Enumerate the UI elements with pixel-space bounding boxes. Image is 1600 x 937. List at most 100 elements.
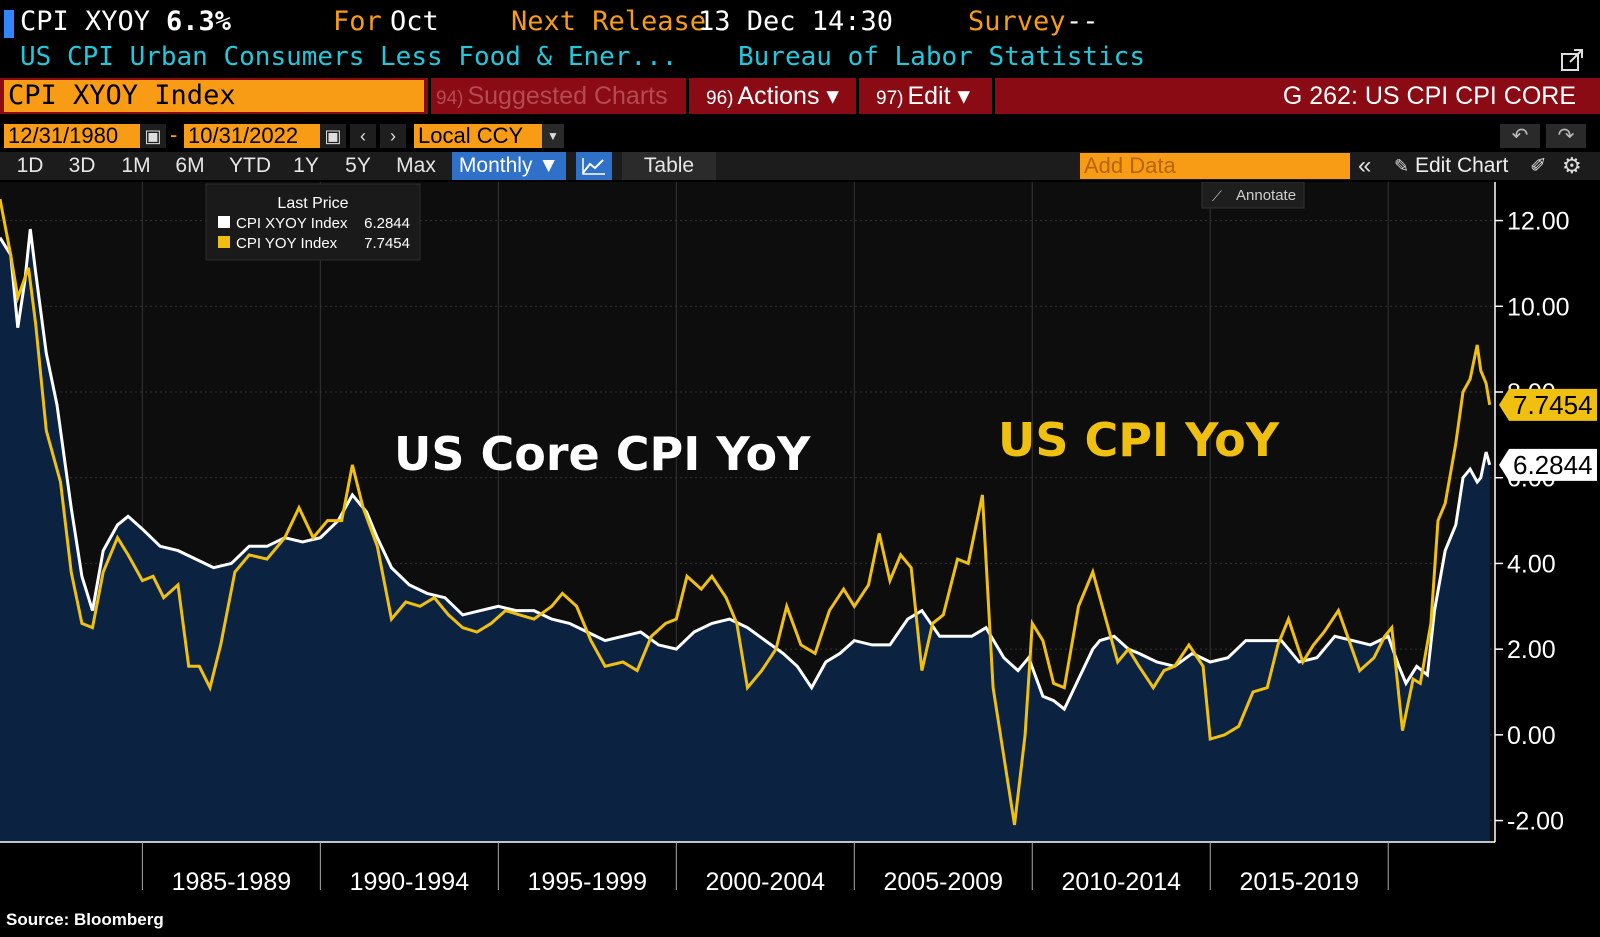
command-bar: CPI XYOY Index 94) Suggested Charts 96) Ac… (0, 78, 1600, 114)
previous-period-icon[interactable]: ‹ (350, 124, 376, 148)
x-tick-label: 1985-1989 (172, 868, 292, 896)
range-1y[interactable]: 1Y (293, 154, 319, 177)
suggested-charts-label: Suggested Charts (467, 82, 668, 110)
legend-label-cpi: CPI YOY Index (236, 235, 338, 252)
legend-swatch-core (218, 216, 230, 228)
y-tick-label: 4.00 (1507, 550, 1556, 578)
line-chart-type-button[interactable] (576, 152, 612, 180)
core-cpi-series-line[interactable] (0, 228, 1492, 712)
chart-title: G 262: US CPI CPI CORE (1282, 82, 1576, 110)
x-tick-label: 2010-2014 (1061, 868, 1181, 896)
security-input[interactable]: CPI XYOY Index (4, 80, 424, 112)
y-tick-label: 10.00 (1507, 293, 1570, 321)
next-release-value: 13 Dec 14:30 (698, 6, 894, 37)
y-tick-label: -2.00 (1507, 808, 1564, 836)
annotate-label: Annotate (1236, 187, 1296, 204)
legend-value-cpi: 7.7454 (364, 235, 410, 252)
currency-select[interactable]: Local CCY (414, 124, 564, 148)
annotate-button[interactable]: ⟋ Annotate (1201, 182, 1305, 209)
x-tick-label: 2015-2019 (1239, 868, 1359, 896)
currency-dropdown-icon[interactable]: ▼ (542, 124, 564, 148)
last-value: 6.3% (166, 6, 232, 37)
y-tick-label: 12.00 (1507, 208, 1570, 236)
redo-icon[interactable]: ↷ (1546, 124, 1586, 148)
actions-number: 96) (706, 88, 734, 109)
last-value-cpi: 7.7454 (1513, 390, 1593, 420)
collapse-icon[interactable]: « (1358, 152, 1372, 179)
ticker-label[interactable]: CPI XYOY (20, 6, 151, 37)
core-cpi-annotation: US Core CPI YoY (394, 427, 811, 481)
security-header: CPI XYOY 6.3% For Oct Next Release 13 De… (0, 4, 1600, 40)
range-5y[interactable]: 5Y (345, 154, 371, 177)
chart-edit-icon[interactable]: ✐ (1530, 155, 1547, 177)
range-ytd[interactable]: YTD (229, 154, 271, 177)
range-3d[interactable]: 3D (68, 154, 96, 177)
legend-box (205, 183, 421, 261)
last-value-tag-core: 6.2844 (1499, 448, 1597, 481)
frequency-select[interactable]: Monthly ▼ (452, 152, 566, 180)
legend-swatch-cpi (218, 236, 230, 248)
start-calendar-icon[interactable]: ▣ (140, 124, 166, 148)
separator (428, 78, 431, 114)
next-release-label: Next Release (511, 6, 707, 37)
survey-label: Survey (968, 6, 1066, 37)
annotate-button-bg (1201, 182, 1305, 209)
annotate-pencil-icon: ⟋ (1212, 188, 1222, 204)
actions-menu-button[interactable]: 96) Actions ▾ (706, 78, 839, 114)
undo-icon[interactable]: ↶ (1500, 124, 1540, 148)
for-label: For (333, 6, 382, 37)
range-6m[interactable]: 6M (175, 154, 205, 177)
next-period-icon[interactable]: › (380, 124, 406, 148)
pencil-icon: ✎ (1394, 156, 1410, 176)
edit-chart-button[interactable]: ✎ Edit Chart (1394, 152, 1508, 180)
start-date-field[interactable]: 12/31/1980 (4, 124, 140, 148)
end-date-field[interactable]: 10/31/2022 (184, 124, 320, 148)
line-chart[interactable]: 1985-1989 1990-1994 1995-1999 2000-2004 2005… (0, 182, 1600, 904)
source-footnote: Source: Bloomberg (6, 910, 164, 929)
actions-label: Actions ▾ (737, 82, 839, 110)
x-tick-label: 1990-1994 (350, 868, 470, 896)
suggested-charts-number: 94) (436, 88, 464, 109)
security-marker (4, 10, 14, 38)
source-agency: Bureau of Labor Statistics (738, 42, 1145, 72)
popout-window-icon[interactable] (1560, 46, 1586, 72)
add-data-input[interactable]: Add Data (1080, 153, 1350, 179)
cpi-annotation: US CPI YoY (998, 413, 1280, 467)
cpi-series-line[interactable] (0, 198, 1492, 826)
range-1d[interactable]: 1D (16, 154, 44, 177)
line-chart-icon (582, 158, 605, 175)
date-dash: - (170, 122, 178, 147)
separator (686, 78, 689, 114)
y-tick-label: 0.00 (1507, 722, 1556, 750)
security-description: US CPI Urban Consumers Less Food & Ener.… (20, 42, 678, 72)
suggested-charts-button[interactable]: 94) Suggested Charts (436, 78, 668, 114)
x-tick-label: 2005-2009 (883, 868, 1003, 896)
core-cpi-area-fill (0, 229, 1490, 843)
edit-label: Edit ▾ (907, 82, 971, 110)
edit-chart-label: Edit Chart (1414, 154, 1509, 177)
edit-number: 97) (876, 88, 904, 109)
range-max[interactable]: Max (396, 154, 436, 177)
last-value-tag-cpi: 7.7454 (1499, 388, 1597, 421)
separator (992, 78, 995, 114)
x-axis-ticks: 1985-1989 1990-1994 1995-1999 2000-2004 2005… (141, 842, 1389, 896)
for-period: Oct (390, 6, 439, 37)
legend-label-core: CPI XYOY Index (236, 215, 348, 232)
legend-value-core: 6.2844 (364, 215, 410, 232)
legend[interactable]: Last Price CPI XYOY Index 6.2844 CPI YOY… (205, 183, 421, 261)
end-calendar-icon[interactable]: ▣ (320, 124, 346, 148)
x-tick-label: 2000-2004 (706, 868, 826, 896)
date-range-bar: 12/31/1980 ▣ - 10/31/2022 ▣ ‹ › Local CC… (0, 122, 1600, 150)
y-tick-label: 2.00 (1507, 636, 1556, 664)
separator (856, 78, 859, 114)
range-1m[interactable]: 1M (121, 154, 151, 177)
table-view-button[interactable]: Table (622, 152, 716, 180)
edit-menu-button[interactable]: 97) Edit ▾ (876, 78, 970, 114)
survey-value: -- (1066, 6, 1099, 37)
security-description-row: US CPI Urban Consumers Less Food & Ener.… (0, 42, 1600, 76)
last-value-core: 6.2844 (1513, 450, 1593, 480)
x-tick-label: 1995-1999 (528, 868, 648, 896)
range-bar: 1D 3D 1M 6M YTD 1Y 5Y Max Monthly ▼ Tabl… (0, 152, 1600, 180)
settings-gear-icon[interactable]: ⚙ (1562, 153, 1582, 178)
legend-title: Last Price (277, 195, 348, 212)
